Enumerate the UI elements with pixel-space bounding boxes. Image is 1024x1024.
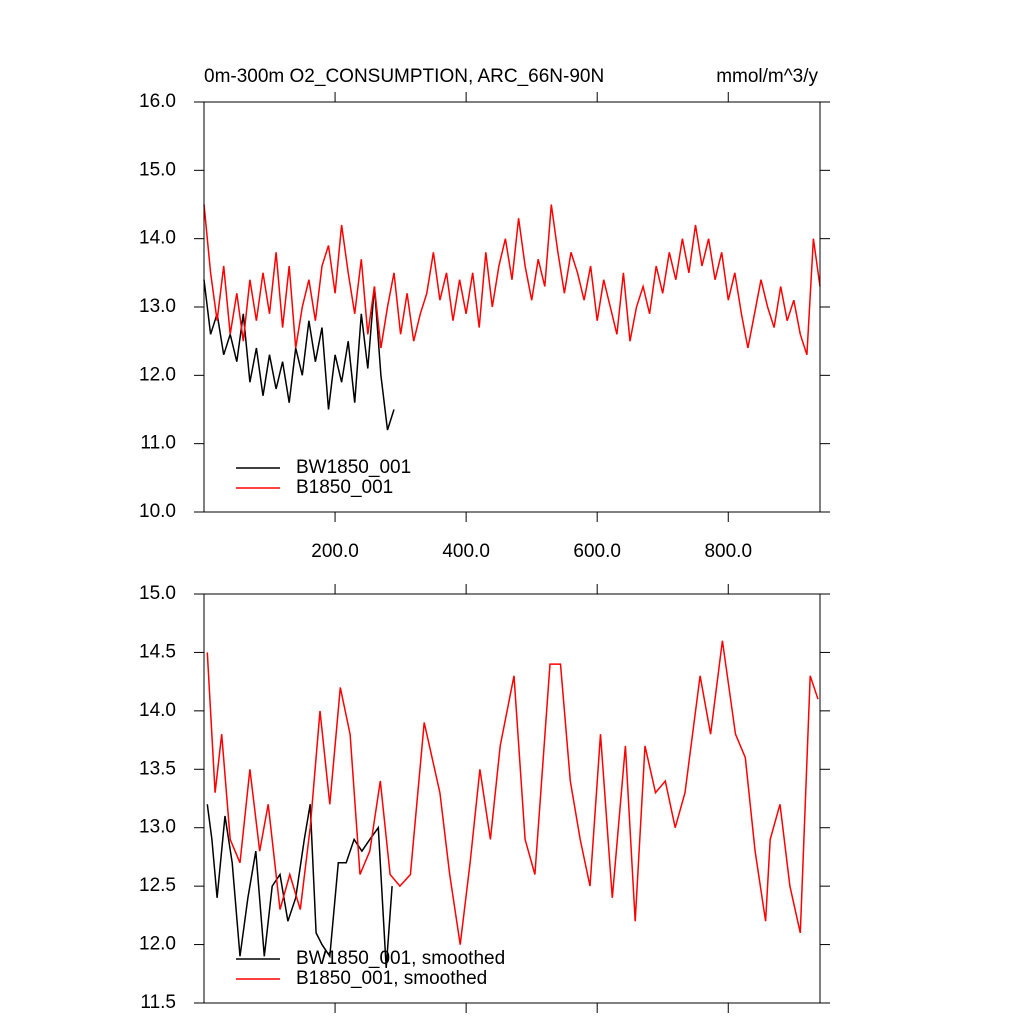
y-tick-label: 15.0 bbox=[139, 583, 176, 604]
x-tick-label: 600.0 bbox=[573, 541, 621, 562]
x-tick-label: 200.0 bbox=[311, 541, 359, 562]
y-tick-label: 11.0 bbox=[140, 433, 176, 454]
y-tick-label: 12.0 bbox=[139, 364, 176, 385]
y-tick-label: 11.5 bbox=[140, 992, 176, 1013]
chart-units: mmol/m^3/y bbox=[716, 66, 818, 87]
legend-label: B1850_001 bbox=[296, 477, 393, 498]
legend-label: BW1850_001 bbox=[296, 457, 411, 478]
y-tick-label: 13.0 bbox=[139, 296, 176, 317]
y-tick-label: 15.0 bbox=[139, 159, 176, 180]
plot-frame bbox=[203, 101, 821, 513]
y-tick-label: 14.0 bbox=[139, 700, 176, 721]
data-line bbox=[203, 279, 395, 431]
y-tick-label: 13.0 bbox=[139, 817, 176, 838]
y-tick-label: 16.0 bbox=[139, 91, 176, 112]
plot-frame bbox=[203, 593, 821, 1004]
y-tick-label: 10.0 bbox=[139, 501, 176, 522]
x-tick-label: 800.0 bbox=[704, 541, 752, 562]
x-tick-label: 400.0 bbox=[442, 541, 490, 562]
data-line bbox=[203, 204, 821, 356]
data-line bbox=[206, 804, 393, 968]
legend-label: B1850_001, smoothed bbox=[296, 968, 487, 989]
chart-title: 0m-300m O2_CONSUMPTION, ARC_66N-90N bbox=[204, 66, 604, 87]
data-line bbox=[206, 640, 819, 945]
y-tick-label: 14.0 bbox=[139, 228, 176, 249]
legend-label: BW1850_001, smoothed bbox=[296, 948, 505, 969]
y-tick-label: 13.5 bbox=[139, 758, 176, 779]
y-tick-label: 12.0 bbox=[139, 934, 176, 955]
y-tick-label: 14.5 bbox=[139, 641, 176, 662]
y-tick-label: 12.5 bbox=[139, 875, 176, 896]
